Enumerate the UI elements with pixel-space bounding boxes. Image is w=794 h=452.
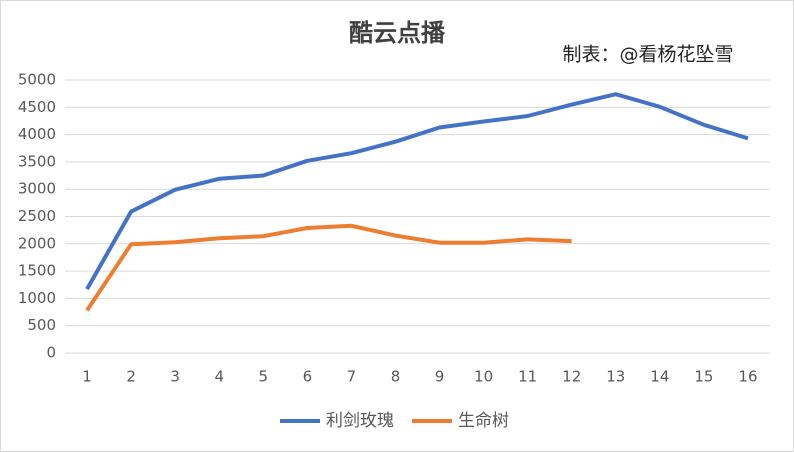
y-tick-label: 2000: [18, 234, 56, 252]
legend-label: 利剑玫瑰: [326, 411, 394, 431]
y-tick-label: 3000: [18, 180, 56, 198]
x-tick-label: 3: [170, 368, 180, 386]
x-tick-label: 11: [518, 368, 537, 386]
x-tick-label: 15: [694, 368, 713, 386]
x-tick-label: 6: [303, 368, 313, 386]
x-tick-label: 10: [474, 368, 493, 386]
series-line: [85, 223, 572, 312]
x-tick-label: 14: [650, 368, 669, 386]
x-tick-label: 8: [391, 368, 401, 386]
y-tick-label: 0: [46, 344, 56, 362]
x-tick-label: 5: [259, 368, 269, 386]
y-tick-label: 1500: [18, 262, 56, 280]
x-tick-label: 12: [562, 368, 581, 386]
y-tick-label: 5000: [18, 71, 56, 89]
y-tick-label: 500: [27, 316, 56, 334]
chart-title: 酷云点播: [349, 19, 446, 47]
y-tick-label: 2500: [18, 207, 56, 225]
x-tick-label: 16: [738, 368, 757, 386]
series-line: [85, 92, 749, 291]
x-tick-label: 9: [435, 368, 445, 386]
x-tick-label: 1: [82, 368, 92, 386]
y-tick-label: 4000: [18, 125, 56, 143]
y-tick-label: 4500: [18, 98, 56, 116]
annotation: 制表：@看杨花坠雪: [562, 44, 733, 66]
y-tick-label: 1000: [18, 289, 56, 307]
x-tick-label: 13: [606, 368, 625, 386]
legend-label: 生命树: [458, 411, 509, 431]
y-tick-label: 3500: [18, 152, 56, 170]
x-tick-label: 4: [214, 368, 224, 386]
x-tick-label: 7: [347, 368, 357, 386]
x-tick-label: 2: [126, 368, 136, 386]
